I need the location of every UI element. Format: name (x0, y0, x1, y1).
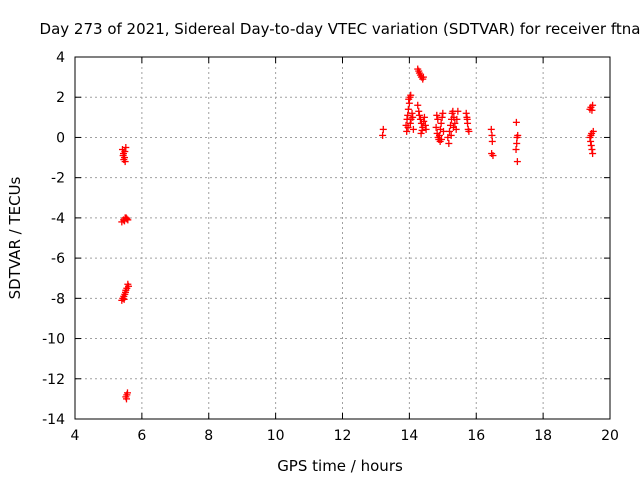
data-point (488, 137, 496, 145)
data-point (438, 113, 446, 121)
data-point (406, 119, 414, 127)
data-point (439, 127, 447, 135)
data-point (588, 106, 596, 114)
data-point (421, 121, 429, 129)
x-tick-label: 10 (267, 428, 285, 444)
data-point (125, 282, 132, 290)
y-tick-label: -6 (51, 251, 65, 267)
data-point (512, 146, 520, 154)
grid-layer (75, 57, 610, 419)
data-point (513, 158, 521, 166)
data-point (446, 127, 453, 135)
data-point (119, 152, 127, 160)
data-point (487, 125, 495, 133)
data-point (488, 131, 496, 139)
x-tick-label: 6 (137, 428, 146, 444)
data-point (419, 73, 427, 81)
data-point (123, 389, 131, 397)
data-point (120, 295, 128, 303)
data-point (121, 148, 129, 156)
data-point (379, 125, 387, 133)
x-tick-label: 18 (534, 428, 552, 444)
data-point (589, 150, 597, 158)
y-tick-label: -12 (42, 372, 65, 388)
data-point (409, 113, 417, 121)
data-point (379, 131, 387, 139)
data-point (422, 125, 430, 133)
y-tick-label: 2 (56, 90, 65, 106)
x-tick-label: 20 (601, 428, 619, 444)
data-point (437, 135, 445, 143)
data-point (414, 101, 422, 109)
y-tick-label: -4 (51, 211, 65, 227)
data-point (435, 131, 443, 139)
data-point (453, 115, 461, 123)
x-tick-label: 14 (400, 428, 418, 444)
data-point (587, 141, 595, 149)
y-tick-label: -10 (42, 332, 65, 348)
data-point (404, 111, 412, 119)
data-point (439, 109, 447, 117)
x-axis-label: GPS time / hours (277, 457, 403, 475)
data-point (121, 288, 129, 296)
data-point (454, 107, 462, 115)
data-point (409, 125, 417, 133)
data-point (587, 137, 595, 145)
data-point (122, 395, 130, 403)
data-point (120, 156, 128, 164)
data-point (437, 119, 445, 127)
x-tick-label: 16 (467, 428, 485, 444)
data-point (124, 216, 132, 224)
data-point (403, 127, 411, 135)
data-point (417, 129, 425, 137)
data-point (463, 115, 471, 123)
data-point (451, 119, 459, 127)
data-point (420, 113, 428, 121)
tick-layer: 4 6 8 10 12 14 16 18 20 -14 -12 -10 -8 -6 -4 -2 0 2 4 (42, 50, 619, 444)
data-point (122, 144, 130, 151)
data-point (462, 109, 470, 117)
data-point (405, 95, 413, 103)
data-point (513, 139, 521, 147)
data-point (415, 107, 423, 115)
data-point (512, 118, 520, 126)
data-point (465, 127, 473, 135)
data-point (589, 101, 597, 109)
data-point (434, 115, 442, 123)
data-point (433, 111, 441, 119)
data-point (445, 139, 453, 147)
data-points (118, 65, 597, 403)
data-point (405, 99, 413, 107)
y-tick-label: 4 (56, 50, 65, 66)
data-point (404, 105, 412, 113)
data-point (514, 131, 522, 139)
x-tick-label: 12 (334, 428, 352, 444)
data-point (420, 117, 428, 125)
data-point (418, 126, 426, 134)
x-tick-label: 8 (204, 428, 213, 444)
data-point (120, 217, 128, 225)
y-axis-label: SDTVAR / TECUs (6, 176, 24, 299)
data-point (489, 152, 497, 160)
data-point (415, 111, 423, 119)
data-point (588, 146, 596, 154)
y-tick-label: -2 (51, 171, 65, 187)
data-point (404, 123, 412, 131)
data-point (450, 123, 458, 131)
x-tick-label: 4 (71, 428, 80, 444)
data-point (432, 123, 440, 131)
data-point (589, 127, 597, 135)
chart-title: Day 273 of 2021, Sidereal Day-to-day VTE… (40, 20, 640, 38)
y-tick-label: -14 (42, 412, 65, 428)
data-point (447, 131, 455, 139)
y-tick-label: 0 (56, 130, 65, 146)
y-tick-label: -8 (51, 291, 65, 307)
data-point (587, 131, 595, 139)
data-point (408, 109, 416, 117)
data-point (407, 91, 415, 99)
